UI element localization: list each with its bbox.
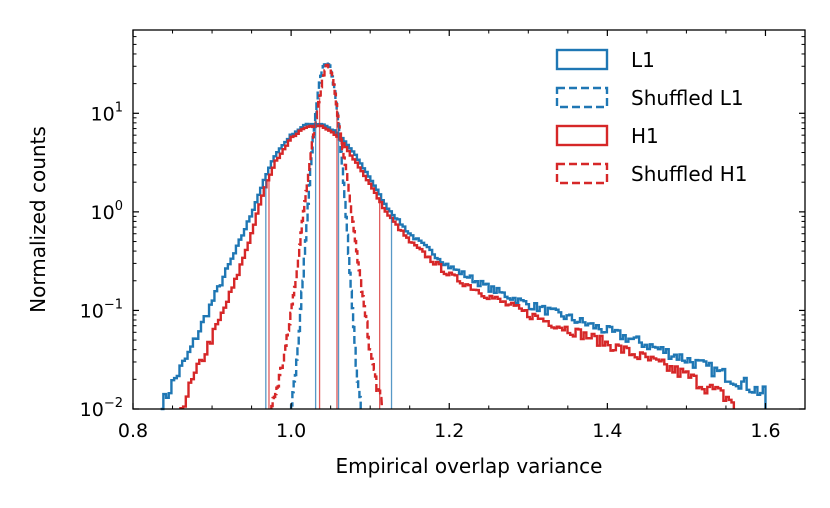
legend-swatch-shuffled-l1 (555, 86, 609, 109)
series-layer (160, 60, 767, 411)
y-axis-label: Normalized counts (26, 126, 50, 313)
y-tick-label: 101 (91, 100, 123, 125)
x-tick-label: 0.8 (118, 420, 148, 442)
series-shuffled-h1 (270, 63, 384, 410)
legend-swatch-shuffled-h1 (555, 162, 609, 185)
x-tick-label: 1.4 (592, 420, 622, 442)
x-tick-label: 1.0 (276, 420, 306, 442)
x-axis-label: Empirical overlap variance (336, 454, 603, 478)
series-shuffled-l1 (289, 60, 362, 409)
legend-swatch-l1 (555, 48, 609, 71)
legend-swatch-h1 (555, 124, 609, 147)
x-tick-label: 1.2 (434, 420, 464, 442)
legend: L1 Shuffled L1 H1 Shuffled H1 (555, 48, 748, 186)
x-tick-label: 1.6 (750, 420, 780, 442)
x-axis-ticks: 0.8 1.0 1.2 1.4 1.6 (118, 30, 781, 442)
legend-label: Shuffled H1 (631, 162, 748, 186)
plot-frame (132, 29, 806, 410)
legend-label: L1 (631, 48, 655, 72)
y-tick-label: 10−1 (80, 297, 123, 322)
y-axis-ticks: 10−2 10−1 100 101 (80, 29, 805, 421)
legend-label: H1 (631, 124, 659, 148)
marker-layer (265, 97, 393, 409)
y-tick-label: 100 (91, 199, 123, 224)
legend-label: Shuffled L1 (631, 86, 744, 110)
y-tick-label: 10−2 (80, 396, 123, 421)
series-h1 (179, 124, 736, 410)
